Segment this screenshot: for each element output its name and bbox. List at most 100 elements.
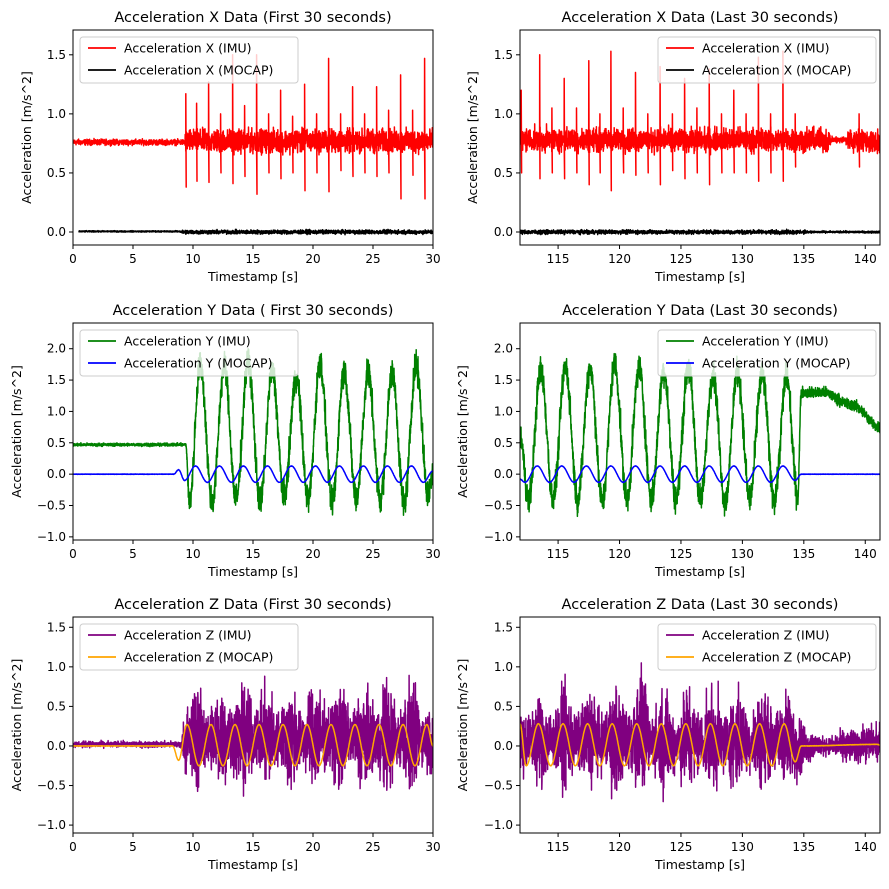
legend-box: [657, 36, 877, 84]
y-tick-label: 1.5: [47, 48, 66, 62]
y-tick-label: −0.5: [37, 499, 66, 513]
y-tick-label: −0.5: [37, 779, 66, 793]
x-tick-label: 5: [129, 840, 137, 854]
legend-label: Acceleration Y (IMU): [124, 334, 251, 349]
y-tick-label: 1.0: [47, 107, 66, 121]
y-axis-label: Acceleration [m/s^2]: [9, 365, 24, 498]
x-tick-label: 130: [731, 252, 754, 266]
series-line-mocap: [520, 465, 880, 484]
x-tick-label: 0: [69, 840, 77, 854]
subplot-title: Acceleration Z Data (Last 30 seconds): [562, 597, 839, 613]
x-tick-label: 0: [69, 252, 77, 266]
x-axis-label: Timestamp [s]: [207, 857, 298, 872]
legend-box: [79, 36, 299, 84]
y-tick-label: −0.5: [484, 499, 513, 513]
plot-area: [520, 50, 880, 236]
y-tick-label: 0.0: [494, 739, 513, 753]
series-line-mocap: [520, 722, 880, 767]
x-axis-label: Timestamp [s]: [654, 564, 745, 579]
series-line-imu: [73, 347, 433, 517]
x-tick-label: 30: [425, 252, 440, 266]
x-tick-label: 130: [731, 547, 754, 561]
y-tick-label: 0.5: [47, 699, 66, 713]
axes-frame: [519, 29, 881, 246]
x-tick-label: 125: [670, 547, 693, 561]
series-line-mocap: [73, 465, 433, 484]
x-tick-label: 20: [305, 547, 320, 561]
x-tick-label: 10: [185, 547, 200, 561]
x-tick-label: 0: [69, 547, 77, 561]
legend-box: [79, 329, 299, 377]
x-tick-label: 25: [365, 547, 380, 561]
series-line-imu: [520, 50, 880, 192]
series-line-imu: [520, 662, 880, 803]
x-tick-label: 140: [854, 547, 877, 561]
series-line-imu: [73, 674, 433, 797]
y-tick-label: −1.0: [37, 818, 66, 832]
x-tick-label: 10: [185, 840, 200, 854]
y-axis-label: Acceleration [m/s^2]: [455, 659, 470, 792]
x-tick-label: 115: [547, 547, 570, 561]
series-line-mocap: [520, 228, 880, 236]
subplot-title: Acceleration X Data (Last 30 seconds): [562, 10, 839, 26]
y-tick-label: 1.5: [47, 373, 66, 387]
y-tick-label: −1.0: [484, 818, 513, 832]
legend-label: Acceleration Y (MOCAP): [124, 356, 272, 371]
x-tick-label: 25: [365, 840, 380, 854]
y-tick-label: 1.5: [494, 373, 513, 387]
plot-area: [520, 662, 880, 803]
y-tick-label: 1.5: [47, 620, 66, 634]
x-tick-label: 140: [854, 252, 877, 266]
x-tick-label: 30: [425, 840, 440, 854]
y-tick-label: 1.0: [47, 660, 66, 674]
legend-box: [79, 623, 299, 671]
plot-area: [73, 54, 433, 236]
series-line-imu: [73, 54, 433, 200]
x-tick-label: 15: [245, 840, 260, 854]
x-tick-label: 10: [185, 252, 200, 266]
x-tick-label: 115: [547, 840, 570, 854]
series-line-imu: [520, 352, 880, 518]
y-tick-label: 1.0: [47, 404, 66, 418]
x-tick-label: 115: [547, 252, 570, 266]
subplot-3: 0 5 10 15 20 25 30 −1.0 −0.5 0.0 0.5 1.0 1.5 2.0 Accel…: [9, 303, 441, 579]
x-axis-label: Timestamp [s]: [207, 564, 298, 579]
x-tick-label: 120: [608, 840, 631, 854]
x-axis-label: Timestamp [s]: [207, 269, 298, 284]
y-tick-label: 1.5: [494, 620, 513, 634]
x-tick-label: 20: [305, 840, 320, 854]
x-tick-label: 15: [245, 547, 260, 561]
y-tick-label: 0.5: [47, 436, 66, 450]
y-tick-label: 0.5: [47, 166, 66, 180]
y-tick-label: 0.0: [494, 467, 513, 481]
x-tick-label: 135: [792, 252, 815, 266]
y-tick-label: 0.0: [47, 467, 66, 481]
subplot-5: 0 5 10 15 20 25 30 −1.0 −0.5 0.0 0.5 1.0 1.5 Accelera…: [9, 597, 441, 872]
axes-frame: [519, 616, 881, 834]
subplot-1: 0 5 10 15 20 25 30 0.0 0.5 1.0 1.5 Acceleration X D…: [19, 10, 441, 284]
y-tick-label: −1.0: [37, 530, 66, 544]
legend-label: Acceleration X (MOCAP): [702, 63, 851, 78]
legend: Acceleration X (IMU) Acceleration X (MOCA…: [79, 36, 299, 84]
subplot-title: Acceleration Y Data (Last 30 seconds): [562, 303, 838, 319]
x-tick-label: 140: [854, 840, 877, 854]
y-tick-label: −1.0: [484, 530, 513, 544]
x-tick-label: 15: [245, 252, 260, 266]
x-tick-label: 135: [792, 547, 815, 561]
subplot-title: Acceleration X Data (First 30 seconds): [114, 10, 391, 26]
series-line-mocap: [73, 723, 433, 767]
x-tick-label: 125: [670, 840, 693, 854]
x-tick-label: 130: [731, 840, 754, 854]
y-axis-label: Acceleration [m/s^2]: [465, 71, 480, 204]
axes-frame: [519, 322, 881, 541]
legend: Acceleration Z (IMU) Acceleration Z (MOCA…: [79, 623, 299, 671]
series-line-mocap: [78, 228, 433, 236]
x-axis-label: Timestamp [s]: [654, 857, 745, 872]
x-tick-label: 125: [670, 252, 693, 266]
subplot-title: Acceleration Z Data (First 30 seconds): [114, 597, 391, 613]
plot-area: [73, 347, 433, 517]
y-tick-label: 2.0: [47, 342, 66, 356]
x-tick-label: 20: [305, 252, 320, 266]
y-tick-label: 0.0: [47, 225, 66, 239]
